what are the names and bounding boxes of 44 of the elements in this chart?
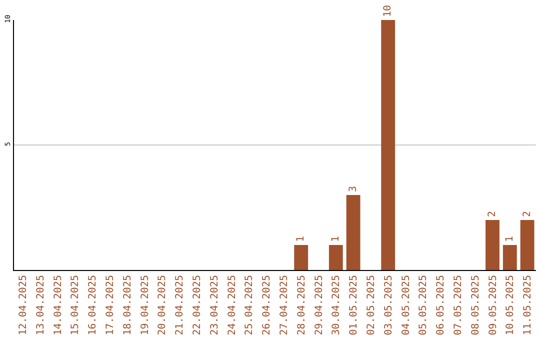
x-tick-label: 27.04.2025 — [278, 275, 290, 336]
x-tick-label: 16.04.2025 — [88, 275, 99, 336]
x-tick-label: 06.05.2025 — [436, 275, 447, 336]
x-tick-label: 30.04.2025 — [331, 275, 342, 336]
x-tick-label: 15.04.2025 — [70, 275, 82, 336]
x-tick-label: 04.05.2025 — [400, 275, 412, 336]
data-label: 2 — [522, 210, 533, 217]
x-tick-label: 25.04.2025 — [244, 275, 256, 336]
bar — [294, 245, 308, 270]
x-tick-label: 11.05.2025 — [522, 275, 534, 336]
bar — [520, 220, 534, 270]
x-tick-label: 21.04.2025 — [174, 275, 186, 336]
bar — [328, 245, 343, 270]
bar — [486, 220, 500, 270]
data-label: 1 — [296, 236, 307, 242]
x-tick-label: 20.04.2025 — [157, 275, 168, 336]
x-tick-label: 26.04.2025 — [262, 275, 273, 336]
bar — [381, 20, 396, 270]
x-tick-label: 10.05.2025 — [505, 275, 516, 336]
x-tick-label: 17.04.2025 — [104, 275, 116, 336]
x-tick-label: 08.05.2025 — [470, 275, 482, 336]
x-tick-label: 05.05.2025 — [418, 275, 430, 336]
x-tick-label: 19.04.2025 — [140, 275, 151, 336]
x-tick-label: 14.04.2025 — [52, 275, 64, 336]
x-tick-label: 09.05.2025 — [488, 275, 499, 336]
bar — [346, 195, 360, 270]
data-label: 10 — [382, 4, 394, 17]
x-tick-label: 18.04.2025 — [122, 275, 134, 336]
x-tick-label: 29.04.2025 — [314, 275, 325, 336]
x-tick-label: 01.05.2025 — [348, 275, 360, 336]
x-tick-label: 12.04.2025 — [18, 275, 29, 336]
x-tick-label: 07.05.2025 — [452, 275, 464, 336]
x-tick-label: 24.04.2025 — [226, 275, 238, 336]
x-tick-label: 23.04.2025 — [209, 275, 220, 336]
data-label: 1 — [504, 236, 516, 242]
x-tick-label: 13.04.2025 — [35, 275, 46, 336]
bar — [502, 245, 517, 270]
x-tick-label: 02.05.2025 — [366, 275, 377, 336]
x-tick-label: 22.04.2025 — [192, 275, 203, 336]
data-label: 2 — [487, 210, 498, 217]
data-label: 3 — [348, 186, 359, 192]
data-label: 1 — [330, 236, 342, 242]
x-tick-label: 28.04.2025 — [296, 275, 308, 336]
x-tick-label: 03.05.2025 — [383, 275, 394, 336]
